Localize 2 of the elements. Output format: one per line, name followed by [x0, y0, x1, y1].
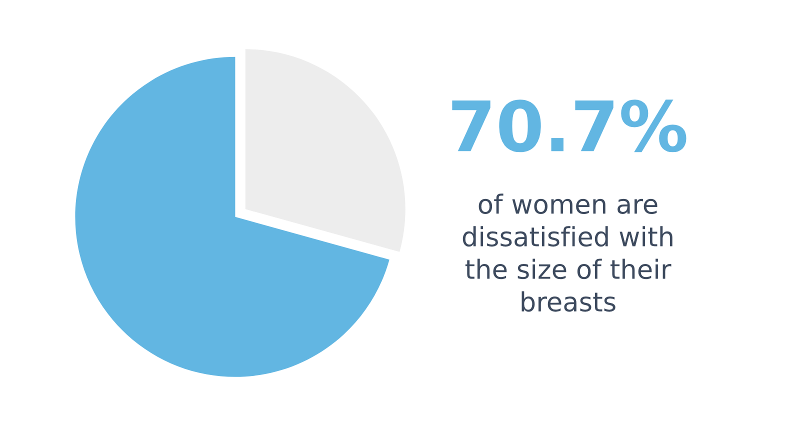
- text: 70.7%: [452, 100, 686, 152]
- text: of women are dissatisfied with the size of their breasts: [462, 194, 672, 312]
